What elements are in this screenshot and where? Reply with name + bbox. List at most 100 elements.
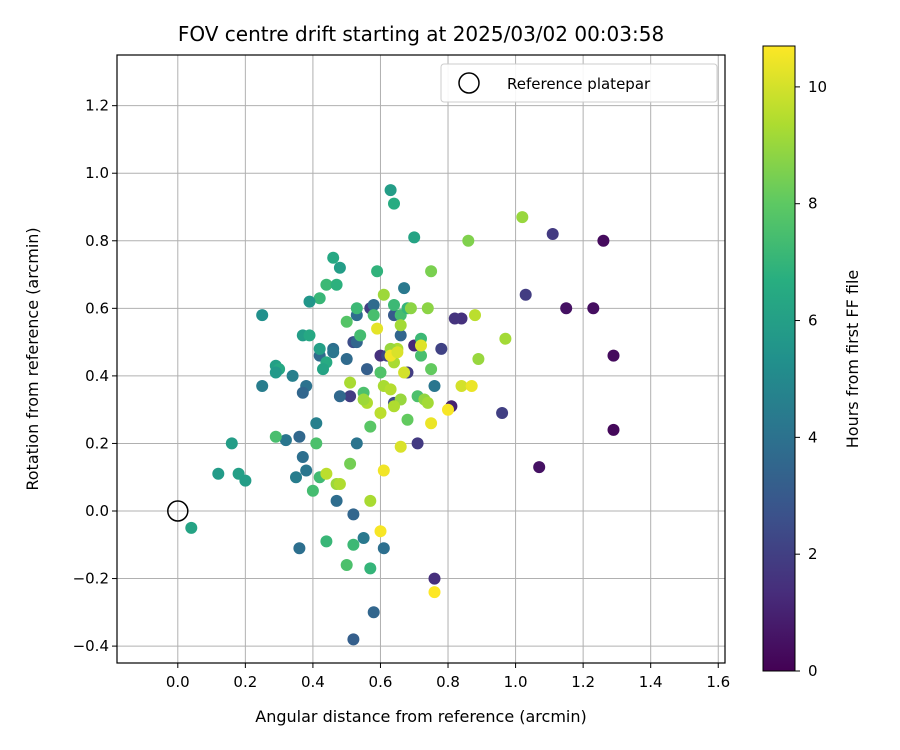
colorbar: 0 2 4 6 8 10 Hours from first FF file bbox=[762, 45, 862, 680]
y-tick-label: 0.8 bbox=[85, 232, 109, 250]
data-point bbox=[327, 251, 340, 264]
data-point bbox=[428, 586, 441, 599]
data-point bbox=[364, 494, 377, 507]
data-point bbox=[519, 288, 532, 301]
data-point bbox=[303, 295, 316, 308]
data-point bbox=[313, 292, 326, 305]
data-point bbox=[411, 437, 424, 450]
reference-marker-group bbox=[167, 500, 189, 522]
data-point bbox=[327, 346, 340, 359]
plot-frame bbox=[116, 54, 726, 664]
data-point bbox=[310, 417, 323, 430]
data-point bbox=[455, 380, 468, 392]
data-point bbox=[394, 329, 407, 342]
data-point bbox=[317, 363, 329, 376]
data-point bbox=[374, 407, 387, 419]
data-point bbox=[364, 562, 377, 575]
data-point bbox=[415, 339, 427, 352]
legend: Reference platepar bbox=[440, 63, 718, 103]
x-tick-label: 1.0 bbox=[504, 673, 528, 691]
data-point bbox=[293, 430, 306, 443]
chart-title: FOV centre drift starting at 2025/03/02 … bbox=[178, 22, 664, 46]
data-point bbox=[394, 440, 407, 453]
data-point bbox=[333, 478, 346, 490]
x-tick-label: 0.2 bbox=[233, 673, 257, 691]
legend-label: Reference platepar bbox=[507, 75, 651, 93]
data-point bbox=[421, 302, 434, 315]
data-point bbox=[442, 403, 454, 416]
data-point bbox=[421, 396, 434, 409]
data-point bbox=[465, 380, 478, 392]
data-point bbox=[185, 521, 198, 534]
data-point bbox=[279, 434, 292, 447]
colorbar-tick-label: 4 bbox=[808, 428, 818, 446]
data-point bbox=[462, 234, 475, 247]
x-tick-label: 0.8 bbox=[436, 673, 460, 691]
x-tick-label: 0.4 bbox=[301, 673, 325, 691]
grid bbox=[117, 55, 725, 663]
data-point bbox=[384, 383, 397, 396]
data-point bbox=[357, 393, 370, 406]
data-point bbox=[225, 437, 238, 450]
data-point bbox=[340, 559, 353, 571]
y-tick-label: −0.4 bbox=[73, 637, 109, 655]
data-point bbox=[428, 572, 441, 585]
data-point bbox=[469, 309, 481, 322]
colorbar-tick-label: 0 bbox=[808, 662, 818, 680]
data-point bbox=[374, 366, 387, 379]
data-point bbox=[306, 484, 319, 497]
data-point bbox=[344, 390, 357, 403]
data-point bbox=[394, 319, 407, 332]
data-point bbox=[425, 363, 438, 376]
data-point bbox=[425, 265, 438, 278]
data-point bbox=[607, 349, 620, 362]
data-point bbox=[388, 299, 400, 311]
data-point bbox=[415, 349, 427, 362]
x-tick-label: 0.6 bbox=[369, 673, 393, 691]
data-point bbox=[371, 265, 384, 278]
data-point bbox=[333, 390, 346, 403]
data-point bbox=[320, 535, 333, 548]
data-point bbox=[310, 437, 323, 450]
y-tick-label: 0.2 bbox=[85, 434, 109, 452]
data-point bbox=[374, 525, 387, 538]
data-point bbox=[212, 467, 225, 480]
colorbar-tick-label: 8 bbox=[808, 195, 818, 213]
data-point bbox=[239, 474, 252, 487]
reference-platepar-marker bbox=[167, 500, 189, 522]
data-point bbox=[560, 302, 573, 315]
colorbar-tick-label: 10 bbox=[808, 78, 827, 96]
data-point bbox=[388, 197, 400, 210]
data-point bbox=[303, 329, 316, 342]
data-point bbox=[377, 464, 390, 477]
data-point bbox=[425, 417, 438, 430]
y-axis-label: Rotation from reference (arcmin) bbox=[23, 227, 42, 490]
data-point bbox=[404, 302, 417, 315]
data-point bbox=[384, 184, 397, 197]
legend-box bbox=[440, 63, 718, 103]
colorbar-tick-label: 6 bbox=[808, 312, 818, 330]
data-point bbox=[357, 532, 370, 544]
data-point bbox=[371, 322, 384, 335]
data-point bbox=[472, 353, 485, 365]
data-point bbox=[364, 420, 377, 433]
legend-marker-icon bbox=[458, 72, 480, 94]
colorbar-label: Hours from first FF file bbox=[843, 270, 862, 449]
data-point bbox=[350, 302, 363, 315]
data-point bbox=[367, 606, 380, 619]
y-tick-label: 1.0 bbox=[85, 164, 109, 182]
data-point bbox=[350, 437, 363, 450]
data-point bbox=[296, 386, 309, 399]
data-point bbox=[499, 332, 512, 345]
data-point bbox=[428, 380, 441, 392]
y-axis-ticks: −0.4 −0.2 0.0 0.2 0.4 0.6 0.8 1.0 1.2 bbox=[73, 97, 117, 655]
data-point bbox=[398, 366, 411, 379]
data-point bbox=[347, 508, 360, 521]
x-axis-label: Angular distance from reference (arcmin) bbox=[255, 707, 586, 726]
data-point bbox=[388, 400, 400, 413]
data-point bbox=[293, 542, 306, 555]
data-point bbox=[367, 299, 380, 311]
data-point bbox=[344, 376, 357, 389]
data-point bbox=[398, 282, 411, 295]
